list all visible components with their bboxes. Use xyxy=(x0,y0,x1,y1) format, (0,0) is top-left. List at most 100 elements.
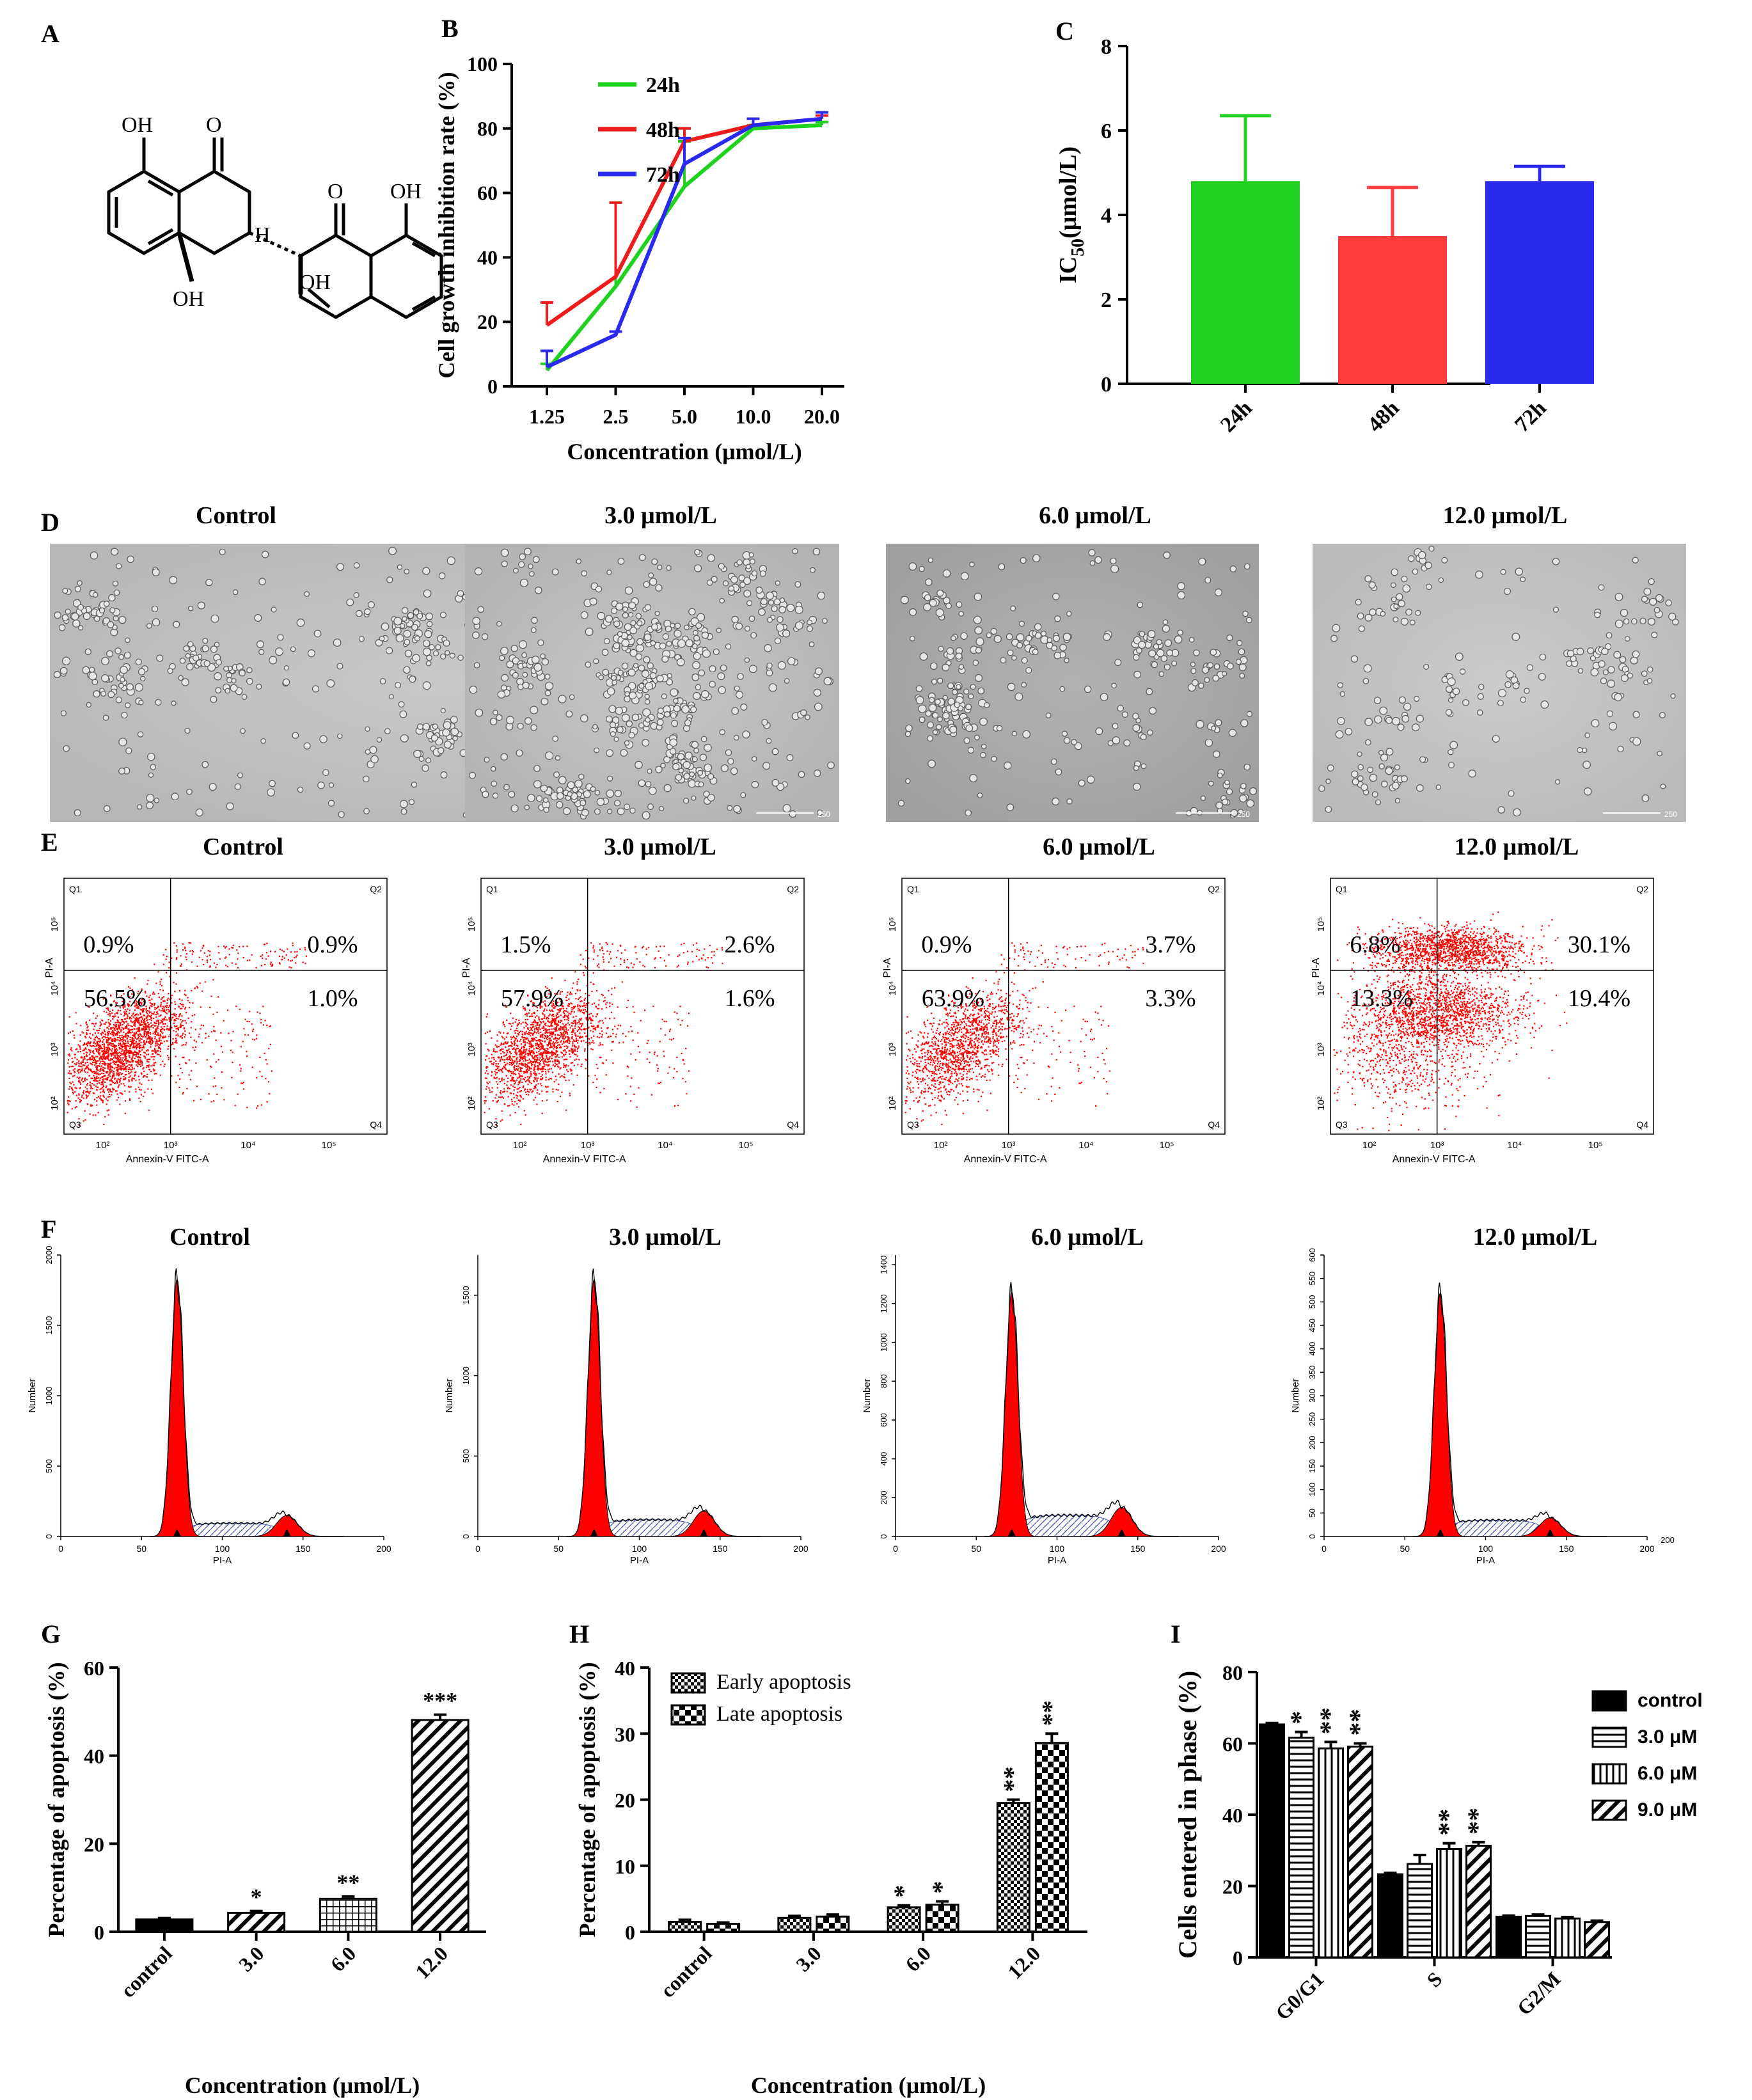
cell xyxy=(1513,808,1521,817)
cell xyxy=(1672,619,1679,626)
cell xyxy=(60,710,67,716)
cell xyxy=(638,683,645,689)
cell xyxy=(766,662,773,669)
cell xyxy=(1375,799,1382,805)
cell xyxy=(1059,643,1067,651)
cell xyxy=(477,606,484,613)
cell xyxy=(1156,649,1165,658)
bar-48h xyxy=(1338,236,1447,384)
cell xyxy=(691,795,697,801)
quadrant-name: Q4 xyxy=(370,1119,382,1130)
cell xyxy=(688,608,696,616)
peak-marker xyxy=(700,1529,708,1536)
cell xyxy=(1653,606,1661,613)
x-tick-label: control xyxy=(656,1941,716,2001)
cell xyxy=(1409,619,1416,626)
cell xyxy=(214,642,220,647)
x-tick-label: 10² xyxy=(934,1140,948,1151)
x-tick-label: 100 xyxy=(1050,1543,1065,1554)
cell xyxy=(120,677,125,683)
cell xyxy=(955,652,963,660)
cell xyxy=(473,662,480,668)
cell xyxy=(606,749,614,757)
cell xyxy=(432,723,438,730)
cell xyxy=(1138,640,1146,649)
cell xyxy=(1614,619,1623,628)
cell xyxy=(1416,714,1424,723)
cell xyxy=(928,697,935,703)
x-tick-label: G0/G1 xyxy=(1271,1967,1329,2025)
cell xyxy=(1240,782,1247,789)
cell xyxy=(1162,619,1169,625)
x-axis-title: PI-A xyxy=(1048,1555,1066,1566)
cell xyxy=(1222,671,1227,677)
x-axis-title: Annexin-V FITC-A xyxy=(543,1154,626,1165)
cell xyxy=(784,678,790,684)
cell xyxy=(1004,761,1012,770)
cell xyxy=(1034,632,1042,639)
flow-dots xyxy=(904,942,1144,1126)
cell xyxy=(1408,555,1415,562)
x-tick-label: 10³ xyxy=(581,1140,595,1151)
cell xyxy=(1659,712,1666,718)
cell xyxy=(1643,587,1652,596)
cell xyxy=(718,686,726,695)
quadrant-name: Q2 xyxy=(1636,884,1648,894)
flow-title: 6.0 μmol/L xyxy=(1043,833,1155,860)
cell xyxy=(1325,806,1332,813)
cell xyxy=(627,612,634,618)
cell xyxy=(1146,688,1153,695)
bar-6.0-0 xyxy=(887,1906,921,1933)
cell xyxy=(670,688,679,697)
g1-peak xyxy=(566,1278,761,1537)
cell xyxy=(643,581,651,588)
cell xyxy=(1555,779,1561,785)
cell xyxy=(1577,746,1583,754)
cell xyxy=(776,782,785,791)
cell xyxy=(649,672,657,679)
cell xyxy=(469,685,478,694)
cell xyxy=(501,674,509,682)
cell xyxy=(379,635,385,642)
cell xyxy=(728,585,734,592)
cell xyxy=(393,626,402,635)
cell xyxy=(543,797,549,803)
cell xyxy=(725,749,732,756)
cell xyxy=(594,789,601,796)
cell xyxy=(113,615,119,622)
cell xyxy=(929,599,937,607)
cell xyxy=(367,601,375,609)
cell xyxy=(290,646,296,652)
cell xyxy=(660,762,666,769)
cell xyxy=(676,658,685,667)
cell xyxy=(580,611,588,619)
cell xyxy=(1632,650,1640,658)
cell xyxy=(1337,682,1343,688)
cell xyxy=(937,677,943,684)
bar-S-3 xyxy=(1465,1845,1492,1959)
cell xyxy=(1620,674,1629,683)
cell xyxy=(226,802,234,810)
cell xyxy=(120,665,128,674)
cell xyxy=(450,716,458,724)
cell xyxy=(601,649,609,656)
cell xyxy=(1607,666,1615,674)
cell xyxy=(580,714,588,723)
cell xyxy=(787,657,796,665)
bar-3.0-0 xyxy=(227,1911,286,1933)
cell xyxy=(919,565,925,572)
cell xyxy=(617,558,625,565)
y-axis-title: PI-A xyxy=(461,958,472,977)
cell xyxy=(403,629,411,638)
cell xyxy=(303,742,311,750)
bar-12.0-0 xyxy=(411,1719,470,1933)
histogram-envelope xyxy=(149,1268,343,1537)
cell xyxy=(1011,655,1017,661)
cell xyxy=(643,633,652,642)
cell xyxy=(768,683,777,692)
cell xyxy=(1632,557,1639,564)
cell xyxy=(671,720,679,727)
cell xyxy=(766,669,773,677)
cell xyxy=(1512,682,1520,690)
cell xyxy=(624,691,630,697)
